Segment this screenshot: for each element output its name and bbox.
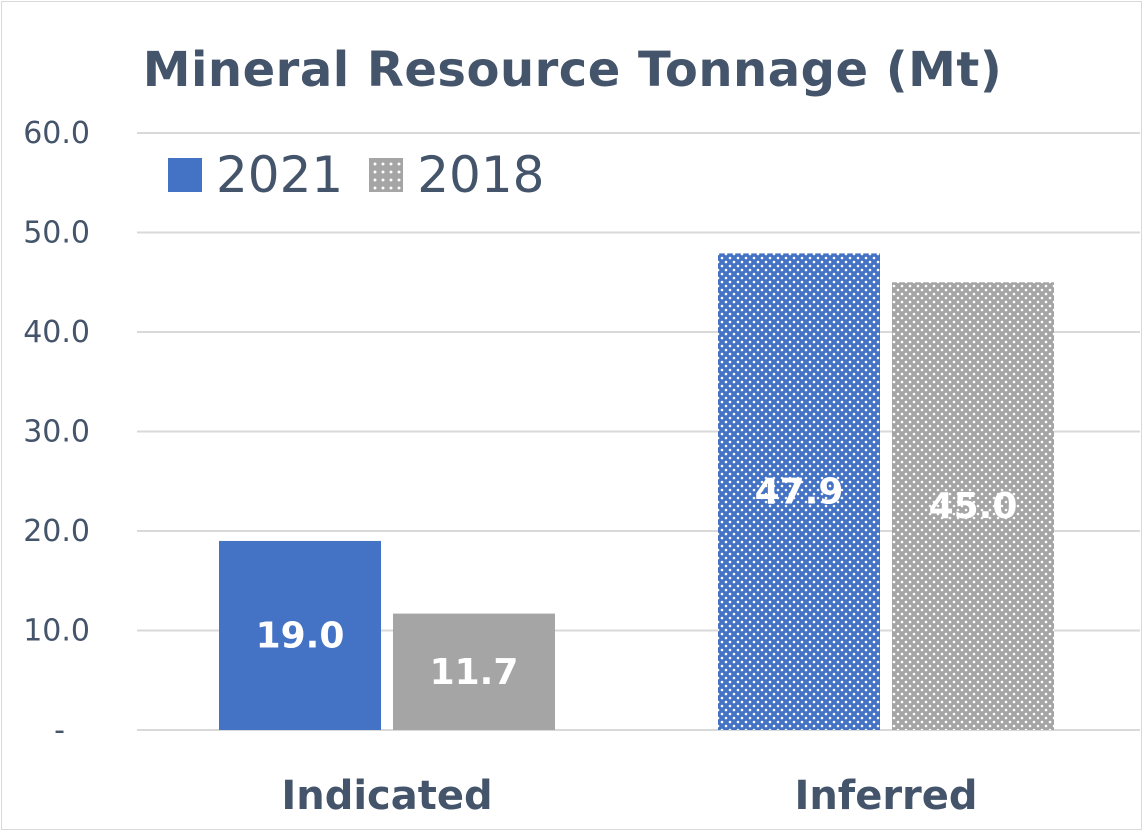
data-label: 11.7 (430, 652, 519, 693)
legend-label-2021: 2021 (216, 146, 344, 204)
bar-indicated-2021 (219, 540, 381, 730)
chart-title: Mineral Resource Tonnage (Mt) (142, 42, 1003, 98)
x-category-label: Inferred (794, 773, 977, 819)
legend-label-2018: 2018 (417, 146, 545, 204)
y-tick-label: - (54, 713, 65, 748)
y-tick-label: 20.0 (23, 514, 90, 549)
bar-indicated-2018 (393, 613, 555, 730)
y-tick-label: 10.0 (23, 614, 90, 649)
chart-legend: 2021 2018 (168, 150, 545, 200)
data-label: 45.0 (929, 486, 1018, 527)
y-tick-label: 50.0 (23, 216, 90, 251)
data-label: 19.0 (256, 615, 345, 656)
x-category-label: Indicated (281, 773, 492, 819)
bar-inferred-2021 (718, 253, 880, 730)
legend-swatch-2018 (369, 158, 404, 192)
y-tick-label: 40.0 (23, 315, 90, 350)
legend-swatch-2021 (168, 158, 202, 192)
legend-item-2021: 2021 (168, 150, 343, 200)
data-label: 47.9 (755, 472, 844, 513)
y-tick-label: 30.0 (23, 415, 90, 450)
bar-inferred-2018 (892, 282, 1054, 730)
y-tick-label: 60.0 (23, 116, 90, 151)
legend-item-2018: 2018 (369, 146, 545, 204)
